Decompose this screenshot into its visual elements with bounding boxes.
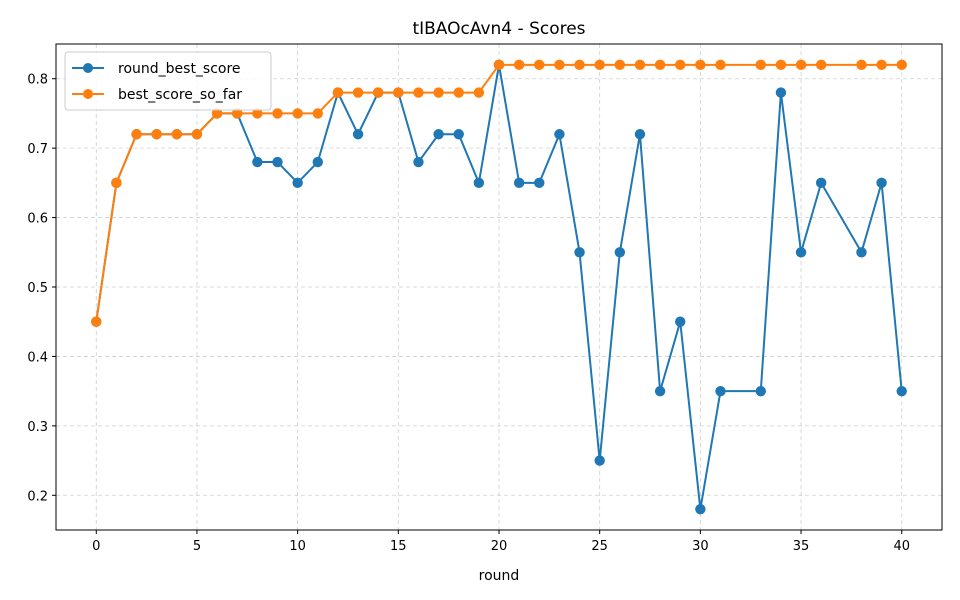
y-tick-label: 0.7 <box>27 142 48 157</box>
data-point-round-best-score <box>352 129 364 140</box>
data-point-round-best-score <box>554 129 565 140</box>
x-tick-label: 35 <box>793 539 810 554</box>
x-tick-label: 40 <box>893 539 910 554</box>
legend-label-best-score-so-far: best_score_so_far <box>118 87 242 103</box>
y-tick-label: 0.3 <box>27 420 48 435</box>
x-axis-title: round <box>479 568 520 584</box>
legend-marker-round-best-score <box>83 63 93 73</box>
x-tick-label: 0 <box>92 539 100 554</box>
legend-marker-best-score-so-far <box>83 89 93 99</box>
data-point-round-best-score <box>654 385 666 397</box>
data-point-round-best-score <box>755 385 766 397</box>
x-tick-label: 20 <box>491 539 508 554</box>
data-point-best-score-so-far <box>755 59 766 71</box>
data-point-best-score-so-far <box>453 87 464 98</box>
data-point-best-score-so-far <box>111 177 122 189</box>
data-point-round-best-score <box>775 87 787 98</box>
y-tick-label: 0.8 <box>27 73 48 88</box>
data-point-round-best-score <box>574 247 585 258</box>
x-tick-label: 30 <box>692 539 709 554</box>
data-point-round-best-score <box>896 385 907 397</box>
data-point-best-score-so-far <box>775 59 787 71</box>
data-point-round-best-score <box>413 156 424 168</box>
data-point-round-best-score <box>513 177 525 189</box>
data-point-best-score-so-far <box>292 108 303 119</box>
data-point-round-best-score <box>534 177 545 189</box>
data-point-best-score-so-far <box>493 59 505 71</box>
data-point-best-score-so-far <box>695 59 706 71</box>
y-tick-label: 0.2 <box>27 489 48 504</box>
chart-title: tIBAOcAvn4 - Scores <box>412 19 585 39</box>
data-point-best-score-so-far <box>795 59 807 71</box>
data-point-round-best-score <box>312 156 323 168</box>
data-point-best-score-so-far <box>554 59 565 71</box>
data-point-round-best-score <box>675 316 686 327</box>
data-point-best-score-so-far <box>352 87 364 98</box>
x-tick-label: 10 <box>289 539 306 554</box>
data-point-round-best-score <box>876 177 887 189</box>
series-layer <box>91 59 907 515</box>
data-point-best-score-so-far <box>815 59 827 71</box>
data-point-best-score-so-far <box>393 87 404 98</box>
data-point-best-score-so-far <box>252 108 263 119</box>
data-point-best-score-so-far <box>91 316 102 327</box>
data-point-round-best-score <box>614 247 626 258</box>
x-tick-label: 25 <box>591 539 608 554</box>
data-point-best-score-so-far <box>332 87 344 98</box>
data-point-best-score-so-far <box>715 59 726 71</box>
data-point-best-score-so-far <box>856 59 867 71</box>
data-point-best-score-so-far <box>594 59 605 71</box>
data-point-best-score-so-far <box>634 59 646 71</box>
data-point-best-score-so-far <box>876 59 887 71</box>
axis-ticks: 0 5 10 15 20 25 30 35 40 0.2 0.3 0.4 0.5 0.6 0.7 0.8 <box>27 73 910 554</box>
data-point-round-best-score <box>453 129 464 140</box>
data-point-best-score-so-far <box>131 129 142 140</box>
x-tick-label: 15 <box>390 539 407 554</box>
data-point-round-best-score <box>715 385 726 397</box>
data-point-best-score-so-far <box>896 59 907 71</box>
data-point-best-score-so-far <box>211 108 223 119</box>
legend-box <box>64 51 272 111</box>
data-point-best-score-so-far <box>614 59 626 71</box>
data-point-best-score-so-far <box>151 129 162 140</box>
y-tick-label: 0.4 <box>27 350 48 365</box>
data-point-best-score-so-far <box>534 59 545 71</box>
data-point-round-best-score <box>272 156 283 168</box>
data-point-best-score-so-far <box>433 87 444 98</box>
y-tick-label: 0.6 <box>27 212 48 227</box>
data-point-best-score-so-far <box>171 129 183 140</box>
data-point-best-score-so-far <box>372 87 384 98</box>
data-point-round-best-score <box>815 177 827 189</box>
data-point-round-best-score <box>634 129 646 140</box>
data-point-round-best-score <box>433 129 444 140</box>
x-tick-label: 5 <box>193 539 201 554</box>
series-best-score-so-far <box>91 59 907 327</box>
data-point-round-best-score <box>594 455 605 466</box>
data-point-best-score-so-far <box>513 59 525 71</box>
data-point-best-score-so-far <box>191 129 203 140</box>
data-point-best-score-so-far <box>473 87 485 98</box>
data-point-round-best-score <box>473 177 485 189</box>
legend-label-round-best-score: round_best_score <box>118 61 241 77</box>
data-point-best-score-so-far <box>232 108 243 119</box>
data-point-best-score-so-far <box>574 59 585 71</box>
y-tick-label: 0.5 <box>27 281 48 296</box>
data-point-round-best-score <box>252 156 263 168</box>
data-point-best-score-so-far <box>312 108 323 119</box>
grid <box>56 44 942 530</box>
legend: round_best_score best_score_so_far <box>64 51 272 111</box>
data-point-best-score-so-far <box>272 108 283 119</box>
data-point-round-best-score <box>695 503 706 515</box>
data-point-best-score-so-far <box>654 59 666 71</box>
data-point-round-best-score <box>292 177 303 189</box>
data-point-best-score-so-far <box>413 87 424 98</box>
data-point-round-best-score <box>856 247 867 258</box>
data-point-round-best-score <box>795 247 807 258</box>
data-point-best-score-so-far <box>675 59 686 71</box>
